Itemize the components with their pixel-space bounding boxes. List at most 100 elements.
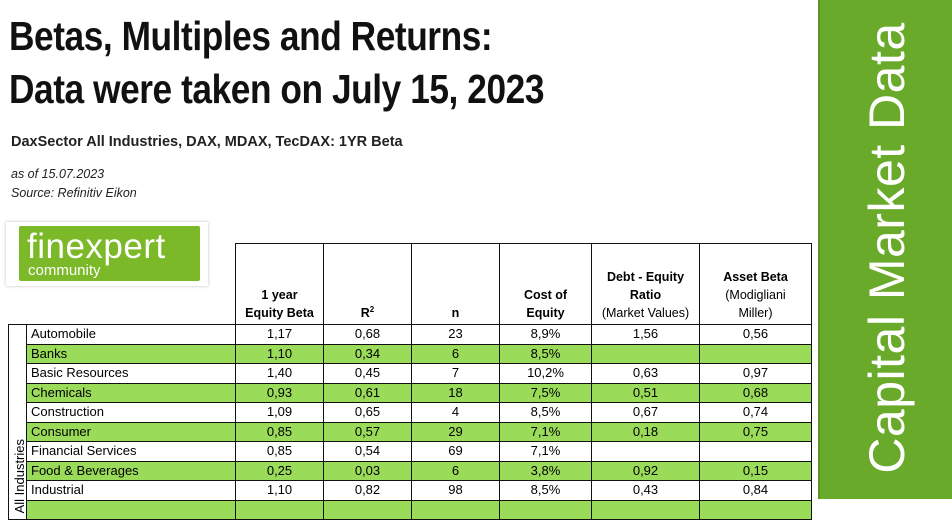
cell-beta: 0,85 — [235, 441, 324, 462]
cell-n: 98 — [411, 480, 500, 501]
logo-word: finexpert — [27, 227, 166, 266]
table-row: All Industries Automobile 1,17 0,68 23 8,9% 1,… — [8, 324, 812, 520]
cell-r2: 0,61 — [323, 382, 412, 403]
cell-n — [411, 499, 500, 520]
cell-asset: 0,15 — [699, 460, 812, 481]
cell-beta — [235, 499, 324, 520]
cell-beta: 0,85 — [235, 421, 324, 442]
col-header-n: n — [411, 243, 500, 325]
cell-beta: 1,40 — [235, 363, 324, 384]
beta-table: 1 year Equity Beta R2 n Cost of Equity Deb… — [8, 243, 812, 520]
cell-r2: 0,68 — [323, 324, 412, 345]
cell-asset: 0,75 — [699, 421, 812, 442]
sidebar-title: Capital Market Data — [859, 22, 915, 474]
cell-name: Automobile — [26, 324, 236, 345]
cell-asset: 0,74 — [699, 402, 812, 423]
table-row: Financial Services 0,85 0,54 69 7,1% — [9, 441, 812, 462]
cell-de: 0,18 — [591, 421, 700, 442]
table-row: Banks 1,10 0,34 6 8,5% — [9, 343, 812, 364]
cell-n: 7 — [411, 363, 500, 384]
table-header-row: 1 year Equity Beta R2 n Cost of Equity Deb… — [9, 243, 812, 325]
cell-r2: 0,82 — [323, 480, 412, 501]
cell-asset: 0,84 — [699, 480, 812, 501]
header-spacer — [9, 244, 27, 325]
cell-asset — [699, 499, 812, 520]
cell-n: 4 — [411, 402, 500, 423]
cell-coe: 3,8% — [499, 460, 592, 481]
page-title: Betas, Multiples and Returns: Data were … — [9, 10, 544, 116]
cell-beta: 1,09 — [235, 402, 324, 423]
cell-r2 — [323, 499, 412, 520]
cell-name: Consumer — [26, 421, 236, 442]
group-cell: All Industries — [8, 324, 27, 520]
cell-de: 0,67 — [591, 402, 700, 423]
col-header-r2: R2 — [323, 243, 412, 325]
table-row: Construction 1,09 0,65 4 8,5% 0,67 0,74 — [9, 402, 812, 423]
group-label: All Industries — [12, 438, 27, 513]
cell-de: 0,63 — [591, 363, 700, 384]
cell-coe: 8,5% — [499, 480, 592, 501]
table-row — [9, 499, 812, 520]
cell-de: 0,43 — [591, 480, 700, 501]
cell-name: Industrial — [26, 480, 236, 501]
cell-beta: 1,10 — [235, 480, 324, 501]
cell-name — [26, 499, 236, 520]
cell-asset: 0,56 — [699, 324, 812, 345]
table-row: Food & Beverages 0,25 0,03 6 3,8% 0,92 0,15 — [9, 460, 812, 481]
cell-asset: 0,97 — [699, 363, 812, 384]
cell-r2: 0,54 — [323, 441, 412, 462]
cell-de: 0,92 — [591, 460, 700, 481]
col-header-asset-beta: Asset Beta (Modigliani Miller) — [699, 243, 812, 325]
cell-name: Chemicals — [26, 382, 236, 403]
cell-name: Basic Resources — [26, 363, 236, 384]
cell-r2: 0,03 — [323, 460, 412, 481]
cell-coe: 10,2% — [499, 363, 592, 384]
cell-name: Banks — [26, 343, 236, 364]
cell-de: 0,51 — [591, 382, 700, 403]
cell-n: 6 — [411, 343, 500, 364]
table-subtitle: DaxSector All Industries, DAX, MDAX, Tec… — [11, 134, 403, 150]
cell-de — [591, 499, 700, 520]
sidebar-banner: Capital Market Data — [818, 0, 952, 499]
table-row: Consumer 0,85 0,57 29 7,1% 0,18 0,75 — [9, 421, 812, 442]
col-header-equity-beta: 1 year Equity Beta — [235, 243, 324, 325]
cell-coe — [499, 499, 592, 520]
col-header-cost-of-equity: Cost of Equity — [499, 243, 592, 325]
table-row: Basic Resources 1,40 0,45 7 10,2% 0,63 0,97 — [9, 363, 812, 384]
cell-r2: 0,57 — [323, 421, 412, 442]
logo-badge: finexpert community — [19, 226, 200, 281]
cell-de — [591, 343, 700, 364]
cell-asset — [699, 441, 812, 462]
cell-coe: 7,1% — [499, 441, 592, 462]
cell-asset — [699, 343, 812, 364]
logo-sub: community — [28, 262, 101, 279]
cell-coe: 8,9% — [499, 324, 592, 345]
cell-beta: 1,10 — [235, 343, 324, 364]
cell-coe: 8,5% — [499, 402, 592, 423]
table-row: Industrial 1,10 0,82 98 8,5% 0,43 0,84 — [9, 480, 812, 501]
cell-coe: 8,5% — [499, 343, 592, 364]
cell-beta: 0,93 — [235, 382, 324, 403]
col-header-debt-equity: Debt - Equity Ratio (Market Values) — [591, 243, 700, 325]
cell-n: 18 — [411, 382, 500, 403]
cell-n: 69 — [411, 441, 500, 462]
cell-de: 1,56 — [591, 324, 700, 345]
finexpert-logo: finexpert community — [6, 222, 208, 286]
cell-coe: 7,1% — [499, 421, 592, 442]
cell-name: Construction — [26, 402, 236, 423]
cell-beta: 0,25 — [235, 460, 324, 481]
cell-n: 23 — [411, 324, 500, 345]
cell-beta: 1,17 — [235, 324, 324, 345]
cell-n: 6 — [411, 460, 500, 481]
cell-name: Financial Services — [26, 441, 236, 462]
cell-r2: 0,34 — [323, 343, 412, 364]
cell-n: 29 — [411, 421, 500, 442]
cell-name: Food & Beverages — [26, 460, 236, 481]
title-line-1: Betas, Multiples and Returns: — [9, 13, 493, 59]
cell-r2: 0,65 — [323, 402, 412, 423]
cell-r2: 0,45 — [323, 363, 412, 384]
header-spacer — [27, 244, 236, 325]
as-of-date: as of 15.07.2023 — [11, 167, 105, 181]
data-source: Source: Refinitiv Eikon — [11, 186, 137, 200]
cell-asset: 0,68 — [699, 382, 812, 403]
